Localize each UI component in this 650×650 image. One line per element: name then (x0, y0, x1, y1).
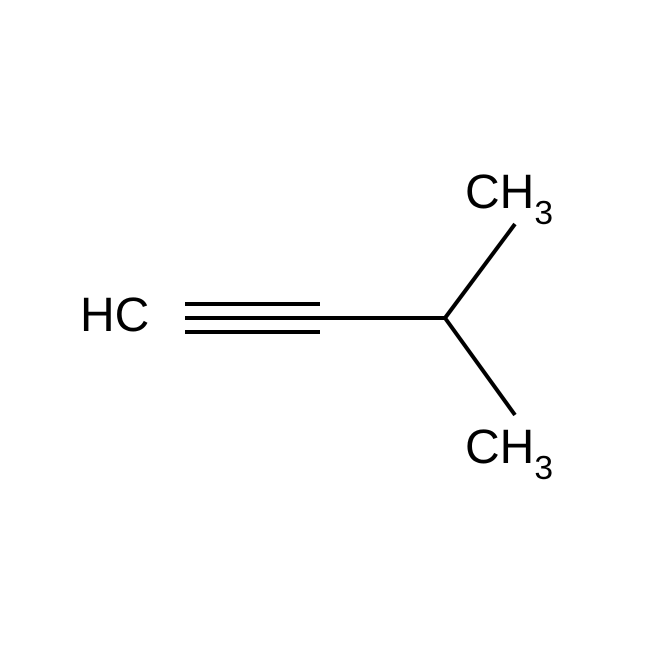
ch3-top-text: CH (465, 166, 534, 219)
atom-hc-terminal: HC (80, 288, 149, 343)
ch3-bottom-sub: 3 (534, 450, 553, 487)
bond-ch-to-ch3-bottom (445, 318, 515, 415)
molecule-diagram: HC CH3 CH3 (0, 0, 650, 650)
atom-ch3-top: CH3 (465, 165, 553, 228)
bond-ch-to-ch3-top (445, 224, 515, 318)
hc-text: HC (80, 289, 149, 342)
ch3-top-sub: 3 (534, 195, 553, 232)
ch3-bottom-text: CH (465, 421, 534, 474)
atom-ch3-bottom: CH3 (465, 420, 553, 483)
